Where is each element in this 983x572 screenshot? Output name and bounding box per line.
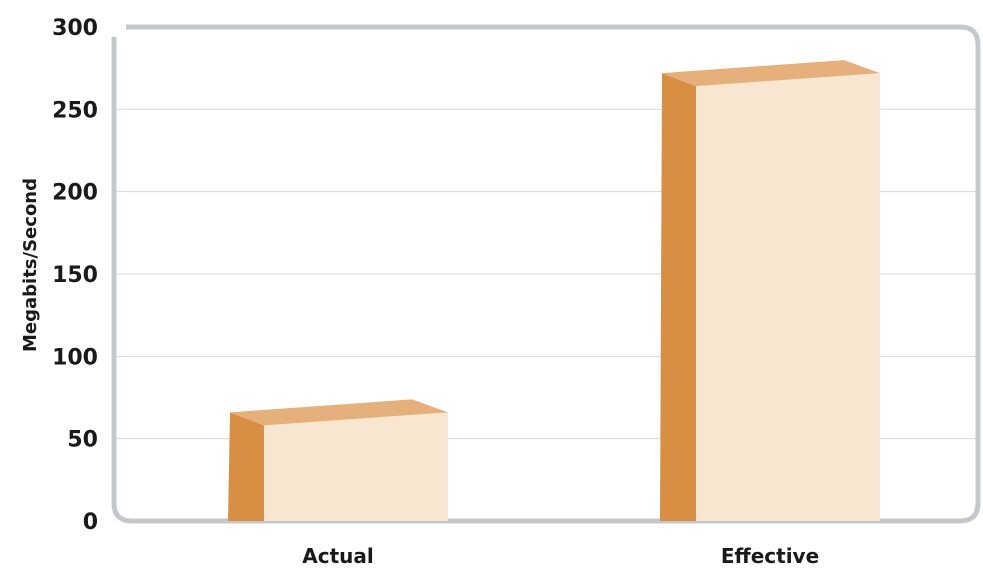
- bar-side-face: [228, 412, 264, 521]
- y-tick-label: 0: [83, 510, 98, 535]
- bar-top-face: [230, 399, 448, 426]
- y-tick-label: 50: [67, 428, 98, 453]
- plot-frame: [111, 24, 981, 524]
- bar-top-face: [662, 60, 880, 87]
- y-tick-label: 100: [52, 345, 98, 370]
- bar-effective: [660, 60, 880, 522]
- y-axis-title: Megabits/Second: [20, 178, 41, 352]
- bars: [228, 60, 880, 522]
- y-tick-label: 250: [52, 98, 98, 123]
- y-tick-label: 150: [52, 263, 98, 288]
- x-axis-categories: Actual Effective: [302, 544, 819, 568]
- x-category-label: Actual: [302, 544, 373, 568]
- y-axis-ticks: 0 50 100 150 200 250 300: [52, 16, 98, 535]
- x-category-label: Effective: [721, 544, 819, 568]
- bar-front-face: [696, 73, 880, 522]
- bar-side-face: [660, 73, 696, 522]
- y-tick-label: 300: [52, 16, 98, 41]
- bar-actual: [228, 399, 448, 521]
- bar-front-face: [264, 412, 448, 521]
- y-tick-label: 200: [52, 181, 98, 206]
